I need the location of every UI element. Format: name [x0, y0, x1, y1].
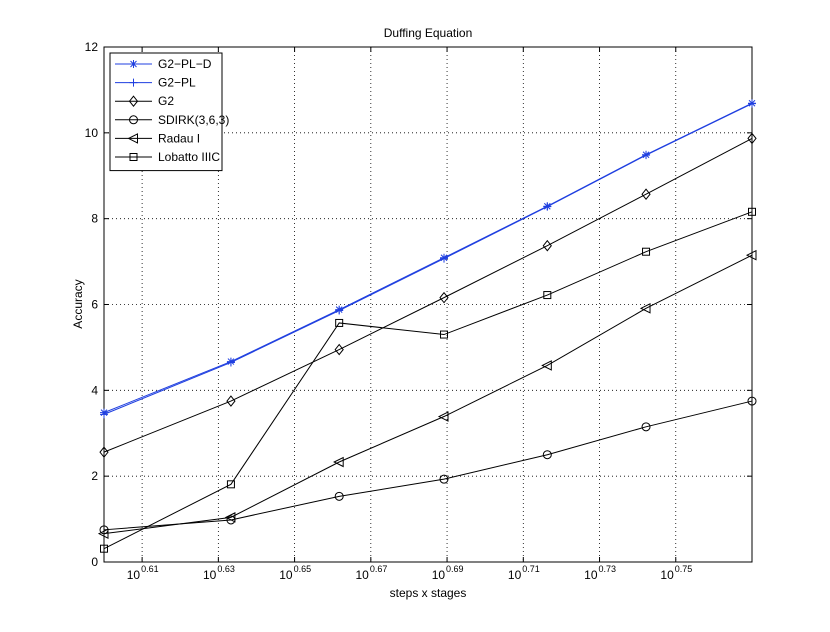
data-point	[99, 446, 109, 458]
x-tick-exponent: 0.67	[370, 564, 388, 574]
x-tick-exponent: 0.75	[675, 564, 693, 574]
series-lobatto-iiic	[100, 207, 756, 553]
x-tick-exponent: 0.71	[522, 564, 540, 574]
data-point	[541, 360, 552, 371]
data-point	[226, 358, 235, 367]
legend-label: Radau I	[158, 131, 200, 145]
legend-label: Lobatto IIIC	[158, 150, 220, 164]
series-group	[97, 99, 757, 553]
y-tick-label: 0	[91, 555, 98, 569]
x-tick-label: 10 0.61	[127, 564, 159, 582]
x-tick-base: 10	[279, 568, 293, 582]
y-tick-label: 2	[91, 469, 98, 483]
y-axis-label: Accuracy	[71, 279, 85, 328]
x-tick-label: 10 0.67	[355, 564, 387, 582]
legend-label: G2−PL	[158, 76, 196, 90]
data-point	[439, 291, 449, 304]
legend-item: G2−PL	[115, 76, 196, 90]
legend-swatch-marker	[129, 78, 138, 87]
chart-title: Duffing Equation	[384, 26, 473, 40]
data-point	[334, 343, 344, 356]
legend-item: Radau I	[115, 131, 200, 145]
y-tick-label: 8	[91, 212, 98, 226]
data-point	[226, 395, 236, 407]
x-tick-label: 10 0.69	[432, 564, 464, 582]
data-point	[543, 291, 552, 300]
data-point	[642, 247, 651, 256]
data-point	[747, 132, 757, 145]
data-point	[437, 411, 449, 422]
legend: G2−PL−D G2−PL G2 SDIRK(3,6,3) Radau I Lobatto…	[109, 52, 229, 172]
legend-swatch-marker	[129, 115, 138, 125]
data-point	[543, 202, 552, 211]
data-point	[642, 151, 651, 160]
x-tick-exponent: 0.69	[446, 564, 464, 574]
data-point	[439, 474, 449, 484]
x-tick-exponent: 0.61	[141, 564, 159, 574]
x-tick-label: 10 0.71	[508, 564, 540, 582]
y-tick-label: 12	[85, 40, 99, 54]
legend-label: G2	[158, 94, 174, 108]
data-point	[226, 480, 235, 489]
legend-item: SDIRK(3,6,3)	[115, 113, 229, 127]
legend-swatch-marker	[128, 95, 139, 108]
x-tick-base: 10	[508, 568, 522, 582]
data-point	[641, 188, 651, 201]
legend-swatch-marker	[129, 60, 138, 68]
x-tick-base: 10	[660, 568, 674, 582]
series-g2	[99, 132, 757, 458]
legend-item: G2−PL−D	[115, 57, 212, 71]
series-g2-pl	[100, 99, 756, 419]
data-point	[745, 249, 757, 261]
legend-item: G2	[115, 94, 174, 108]
data-point	[747, 396, 757, 406]
x-tick-label: 10 0.65	[279, 564, 311, 582]
data-point	[334, 491, 344, 501]
data-point	[542, 239, 552, 252]
x-tick-base: 10	[355, 568, 369, 582]
data-point	[748, 207, 756, 216]
data-point	[100, 544, 108, 553]
series-line	[103, 211, 753, 550]
data-point	[335, 318, 344, 327]
data-point	[224, 512, 236, 523]
data-point	[97, 528, 109, 539]
legend-swatch-marker	[127, 133, 138, 144]
legend-label: SDIRK(3,6,3)	[158, 113, 229, 127]
x-tick-label: 10 0.73	[584, 564, 616, 582]
data-point	[748, 99, 756, 108]
x-tick-exponent: 0.65	[294, 564, 312, 574]
legend-box	[109, 52, 223, 172]
legend-item: Lobatto IIIC	[115, 150, 220, 164]
y-tick-label: 6	[91, 298, 98, 312]
x-tick-exponent: 0.63	[217, 564, 235, 574]
grid	[104, 47, 752, 562]
x-tick-label: 10 0.75	[660, 564, 692, 582]
legend-label: G2−PL−D	[158, 57, 212, 71]
x-tick-base: 10	[127, 568, 141, 582]
x-tick-base: 10	[203, 568, 217, 582]
data-point	[333, 456, 344, 468]
x-tick-exponent: 0.73	[599, 564, 617, 574]
data-point	[335, 306, 344, 315]
x-axis-label: steps x stages	[390, 586, 467, 600]
data-point	[641, 422, 651, 432]
series-line	[103, 137, 753, 453]
series-radau-i	[97, 249, 757, 539]
legend-swatch-marker	[129, 153, 138, 161]
y-tick-label: 10	[85, 126, 99, 140]
data-point	[440, 254, 449, 263]
series-line	[103, 254, 753, 535]
x-tick-base: 10	[432, 568, 446, 582]
x-tick-base: 10	[584, 568, 598, 582]
data-point	[440, 330, 449, 339]
data-point	[542, 450, 552, 460]
x-tick-label: 10 0.63	[203, 564, 235, 582]
data-point	[639, 303, 651, 314]
data-point	[100, 410, 108, 419]
y-tick-label: 4	[91, 383, 98, 397]
